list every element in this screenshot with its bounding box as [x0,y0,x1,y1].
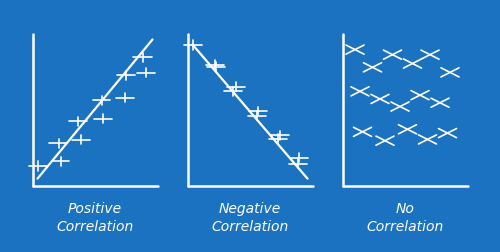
Text: No
Correlation: No Correlation [366,202,444,233]
Text: Positive
Correlation: Positive Correlation [56,202,134,233]
Text: Negative
Correlation: Negative Correlation [212,202,288,233]
